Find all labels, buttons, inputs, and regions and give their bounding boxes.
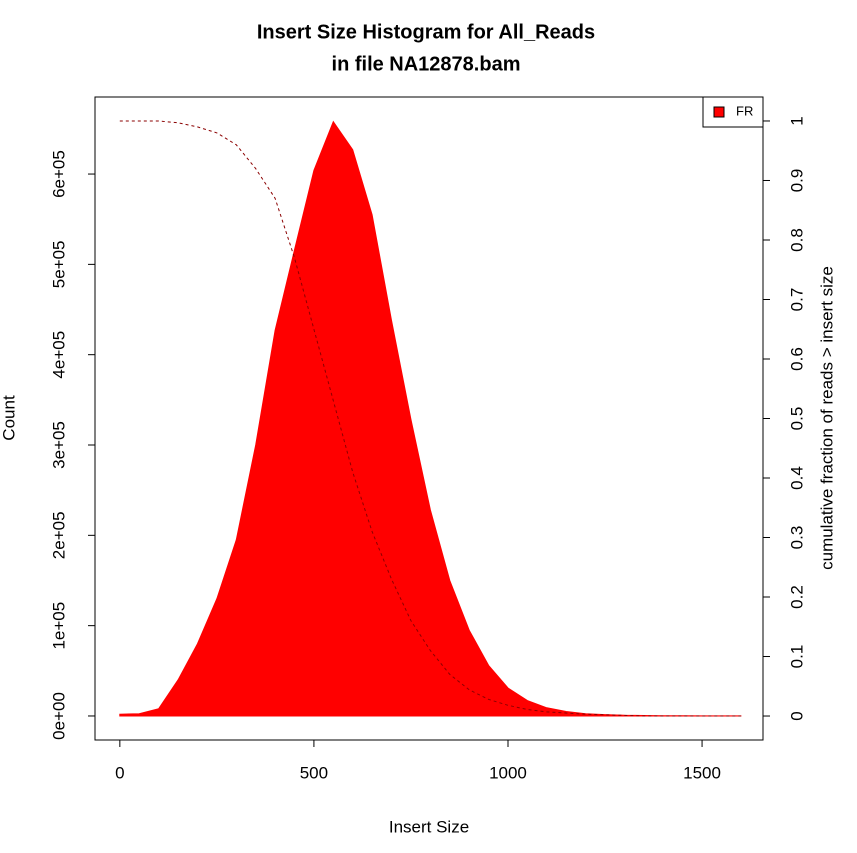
histogram-area — [119, 120, 742, 717]
y-tick-label: 5e+05 — [49, 240, 68, 288]
x-tick-label: 1000 — [489, 763, 527, 782]
cumulative-line — [119, 120, 741, 717]
x-tick-label: 1500 — [683, 763, 721, 782]
y2-tick-label: 0.2 — [787, 585, 806, 609]
y-tick-label: 3e+05 — [49, 421, 68, 469]
y-tick-label: 2e+05 — [49, 511, 68, 559]
y2-tick-label: 0.1 — [787, 645, 806, 669]
y2-tick-label: 0.7 — [787, 288, 806, 312]
y-tick-label: 4e+05 — [49, 331, 68, 379]
y-tick-label: 1e+05 — [49, 602, 68, 650]
x-tick-label: 0 — [115, 763, 124, 782]
y2-axis-title: cumulative fraction of reads > insert si… — [817, 266, 836, 570]
y2-tick-label: 0.8 — [787, 228, 806, 252]
y2-tick-label: 0.9 — [787, 169, 806, 193]
y2-tick-label: 0.6 — [787, 347, 806, 371]
y2-tick-label: 0.4 — [787, 466, 806, 490]
chart-title: Insert Size Histogram for All_Reads — [257, 21, 595, 43]
legend-label: FR — [736, 103, 753, 118]
y2-tick-label: 0.3 — [787, 526, 806, 550]
y2-tick-label: 1 — [787, 116, 806, 125]
y-axis-title: Count — [0, 395, 18, 441]
chart-subtitle: in file NA12878.bam — [332, 53, 521, 75]
y2-tick-label: 0 — [787, 711, 806, 720]
y2-tick-label: 0.5 — [787, 407, 806, 431]
x-tick-label: 500 — [300, 763, 328, 782]
y-tick-label: 0e+00 — [49, 692, 68, 740]
legend-swatch — [713, 106, 725, 118]
y-tick-label: 6e+05 — [49, 150, 68, 198]
x-axis-title: Insert Size — [389, 817, 469, 836]
legend-box — [702, 96, 764, 128]
